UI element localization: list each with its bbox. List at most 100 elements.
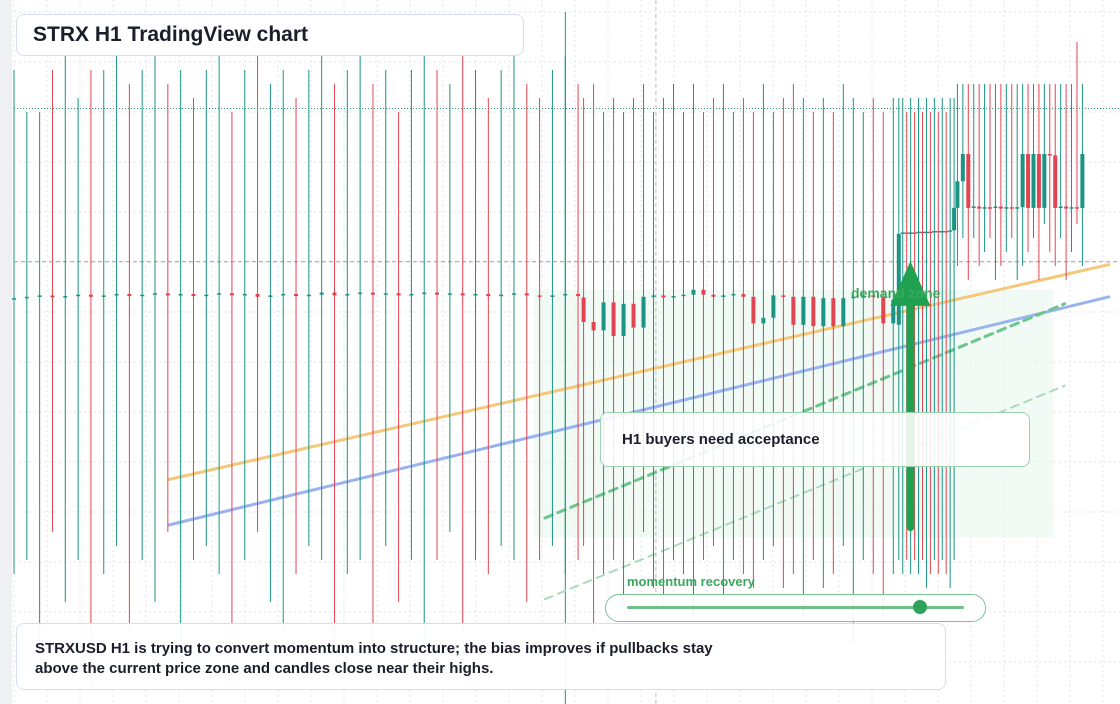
- candle-body: [896, 233, 901, 325]
- candle-body: [370, 292, 375, 295]
- candle-body: [499, 294, 504, 297]
- candle-body: [955, 181, 960, 208]
- candle-body: [1015, 207, 1020, 209]
- candle-body: [12, 298, 16, 300]
- candle-body: [576, 294, 581, 297]
- candle-body: [217, 293, 222, 295]
- candle-body: [891, 299, 896, 324]
- candle-body: [791, 296, 796, 325]
- candle-body: [998, 206, 1003, 209]
- candle-body: [988, 207, 993, 209]
- candle-body: [1042, 154, 1047, 208]
- demand-zone-label: demand zone: [851, 285, 941, 301]
- candle-body: [761, 317, 766, 324]
- candle-body: [948, 230, 953, 232]
- candle-body: [651, 295, 656, 297]
- candle-body: [422, 292, 427, 295]
- candle-body: [294, 294, 299, 297]
- candle-body: [563, 294, 568, 296]
- candle-body: [581, 297, 586, 322]
- candle-body: [711, 294, 716, 297]
- candle-body: [781, 295, 786, 297]
- candle-body: [114, 294, 119, 296]
- momentum-slider[interactable]: [605, 594, 986, 622]
- candle-body: [691, 289, 696, 295]
- candle-body: [383, 293, 388, 295]
- candle-body: [661, 295, 666, 298]
- candle-body: [153, 293, 158, 295]
- candle-body: [701, 289, 706, 295]
- candle-body: [358, 292, 363, 295]
- candle-body: [37, 295, 42, 297]
- callout-text: H1 buyers need acceptance: [622, 431, 820, 448]
- candle-body: [801, 296, 806, 325]
- candle-body: [851, 296, 856, 299]
- candle-body: [1026, 154, 1031, 208]
- candle-body: [861, 295, 866, 297]
- candle-body: [127, 294, 132, 297]
- summary-text: STRXUSD H1 is trying to convert momentum…: [35, 640, 713, 677]
- candle-body: [319, 292, 324, 295]
- trendline: [167, 295, 1111, 527]
- candle-body: [621, 303, 626, 336]
- candle-body: [671, 296, 676, 298]
- candle-body: [550, 295, 555, 297]
- candle-body: [966, 154, 971, 208]
- candle-body: [409, 294, 414, 296]
- candle-body: [396, 293, 401, 296]
- candle-body: [771, 295, 776, 318]
- candle-body: [928, 231, 933, 234]
- candle-body: [920, 231, 925, 234]
- candle-body: [641, 296, 646, 328]
- candle-body: [881, 296, 886, 324]
- candle-body: [908, 232, 913, 234]
- acceptance-callout: H1 buyers need acceptance: [600, 412, 1030, 467]
- candle-body: [191, 294, 196, 297]
- candle-body: [242, 294, 247, 296]
- candle-body: [904, 232, 909, 234]
- candle-body: [1080, 154, 1085, 208]
- candle-body: [1004, 207, 1009, 209]
- candle-body: [977, 206, 982, 209]
- candle-body: [281, 294, 286, 296]
- candle-body: [751, 296, 756, 324]
- candle-body: [255, 294, 260, 297]
- candle-body: [511, 293, 516, 295]
- candle-body: [268, 295, 273, 297]
- candle-body: [811, 296, 816, 327]
- candles[interactable]: [12, 42, 1085, 686]
- candle-body: [821, 298, 826, 327]
- candle-body: [1053, 155, 1058, 208]
- candle-body: [88, 294, 93, 297]
- candle-body: [345, 294, 350, 296]
- summary-box: STRXUSD H1 is trying to convert momentum…: [16, 623, 946, 690]
- candle-body: [1031, 154, 1036, 208]
- candle-body: [524, 293, 529, 296]
- candle-body: [1074, 207, 1079, 209]
- candle-body: [165, 293, 170, 296]
- arrow-head: [890, 261, 931, 306]
- candle-body: [1064, 206, 1069, 209]
- candle-body: [473, 294, 478, 296]
- candle-body: [940, 231, 945, 233]
- candle-body: [601, 302, 606, 331]
- candle-body: [1036, 154, 1041, 208]
- candle-body: [631, 303, 636, 328]
- momentum-knob[interactable]: [913, 600, 928, 614]
- candle-body: [204, 294, 209, 297]
- candle-body: [960, 154, 965, 182]
- candle-body: [486, 294, 491, 297]
- candle-body: [611, 302, 616, 336]
- candle-body: [731, 294, 736, 296]
- candle-body: [936, 231, 941, 233]
- candle-body: [841, 298, 846, 327]
- momentum-label: momentum recovery: [627, 574, 755, 589]
- candle-body: [993, 206, 998, 208]
- candle-body: [721, 295, 726, 297]
- candle-body: [831, 298, 836, 327]
- candle-body: [76, 294, 81, 297]
- chart-title: STRX H1 TradingView chart: [33, 23, 309, 46]
- candle-body: [101, 295, 106, 297]
- candle-body: [916, 231, 921, 234]
- candle-body: [924, 231, 929, 234]
